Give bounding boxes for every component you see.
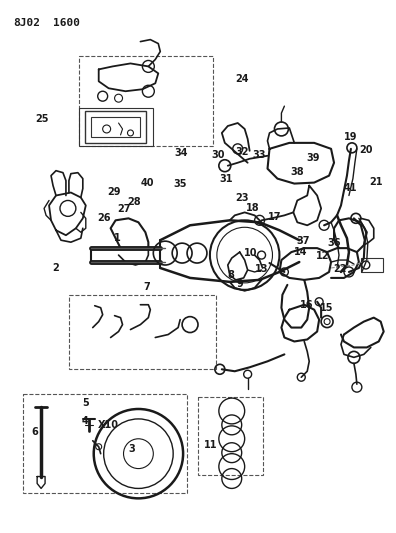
Text: 38: 38: [290, 167, 304, 177]
Text: 39: 39: [306, 153, 320, 163]
Text: 1: 1: [114, 233, 120, 244]
Text: 32: 32: [235, 147, 249, 157]
Bar: [79, 56, 213, 146]
Text: 24: 24: [235, 74, 249, 84]
Text: 9: 9: [236, 279, 243, 289]
Text: 17: 17: [268, 212, 282, 222]
Text: 21: 21: [369, 177, 383, 187]
Text: 19: 19: [343, 132, 357, 142]
Text: 8J02: 8J02: [13, 18, 40, 28]
Text: 11: 11: [204, 440, 218, 450]
Text: 23: 23: [235, 193, 249, 203]
Text: 36: 36: [328, 238, 341, 248]
Bar: [23, 394, 187, 494]
Text: 5: 5: [82, 398, 89, 408]
Text: X10: X10: [98, 421, 119, 430]
Text: 30: 30: [212, 150, 225, 160]
Text: 1600: 1600: [53, 18, 80, 28]
Text: 20: 20: [359, 145, 373, 155]
Text: 35: 35: [173, 179, 187, 189]
Text: 4: 4: [82, 416, 89, 426]
Text: 7: 7: [143, 281, 150, 292]
Text: 37: 37: [296, 236, 310, 246]
Text: 41: 41: [343, 183, 357, 193]
Text: 2: 2: [53, 263, 59, 272]
Text: 31: 31: [220, 174, 233, 184]
Text: 33: 33: [252, 150, 266, 160]
Text: 27: 27: [117, 204, 131, 214]
Text: 16: 16: [300, 300, 314, 310]
Text: 18: 18: [246, 203, 260, 213]
Text: 10: 10: [244, 248, 257, 259]
Text: 34: 34: [175, 148, 188, 158]
Text: 13: 13: [255, 264, 268, 273]
Text: 29: 29: [108, 188, 121, 197]
Text: 15: 15: [320, 303, 333, 313]
Bar: [361, 258, 383, 272]
Bar: [85, 111, 147, 143]
Text: 14: 14: [294, 247, 308, 257]
Text: 12: 12: [316, 252, 329, 262]
Text: 8: 8: [227, 270, 234, 280]
Text: 28: 28: [127, 197, 141, 207]
Text: 6: 6: [32, 426, 38, 437]
Text: 26: 26: [98, 213, 111, 223]
Text: 3: 3: [128, 444, 135, 454]
Text: 25: 25: [35, 115, 49, 124]
Bar: [198, 397, 263, 474]
Bar: [79, 108, 153, 146]
Bar: [91, 117, 141, 137]
Text: 40: 40: [141, 178, 154, 188]
Bar: [69, 295, 216, 369]
Text: 22: 22: [334, 264, 347, 273]
